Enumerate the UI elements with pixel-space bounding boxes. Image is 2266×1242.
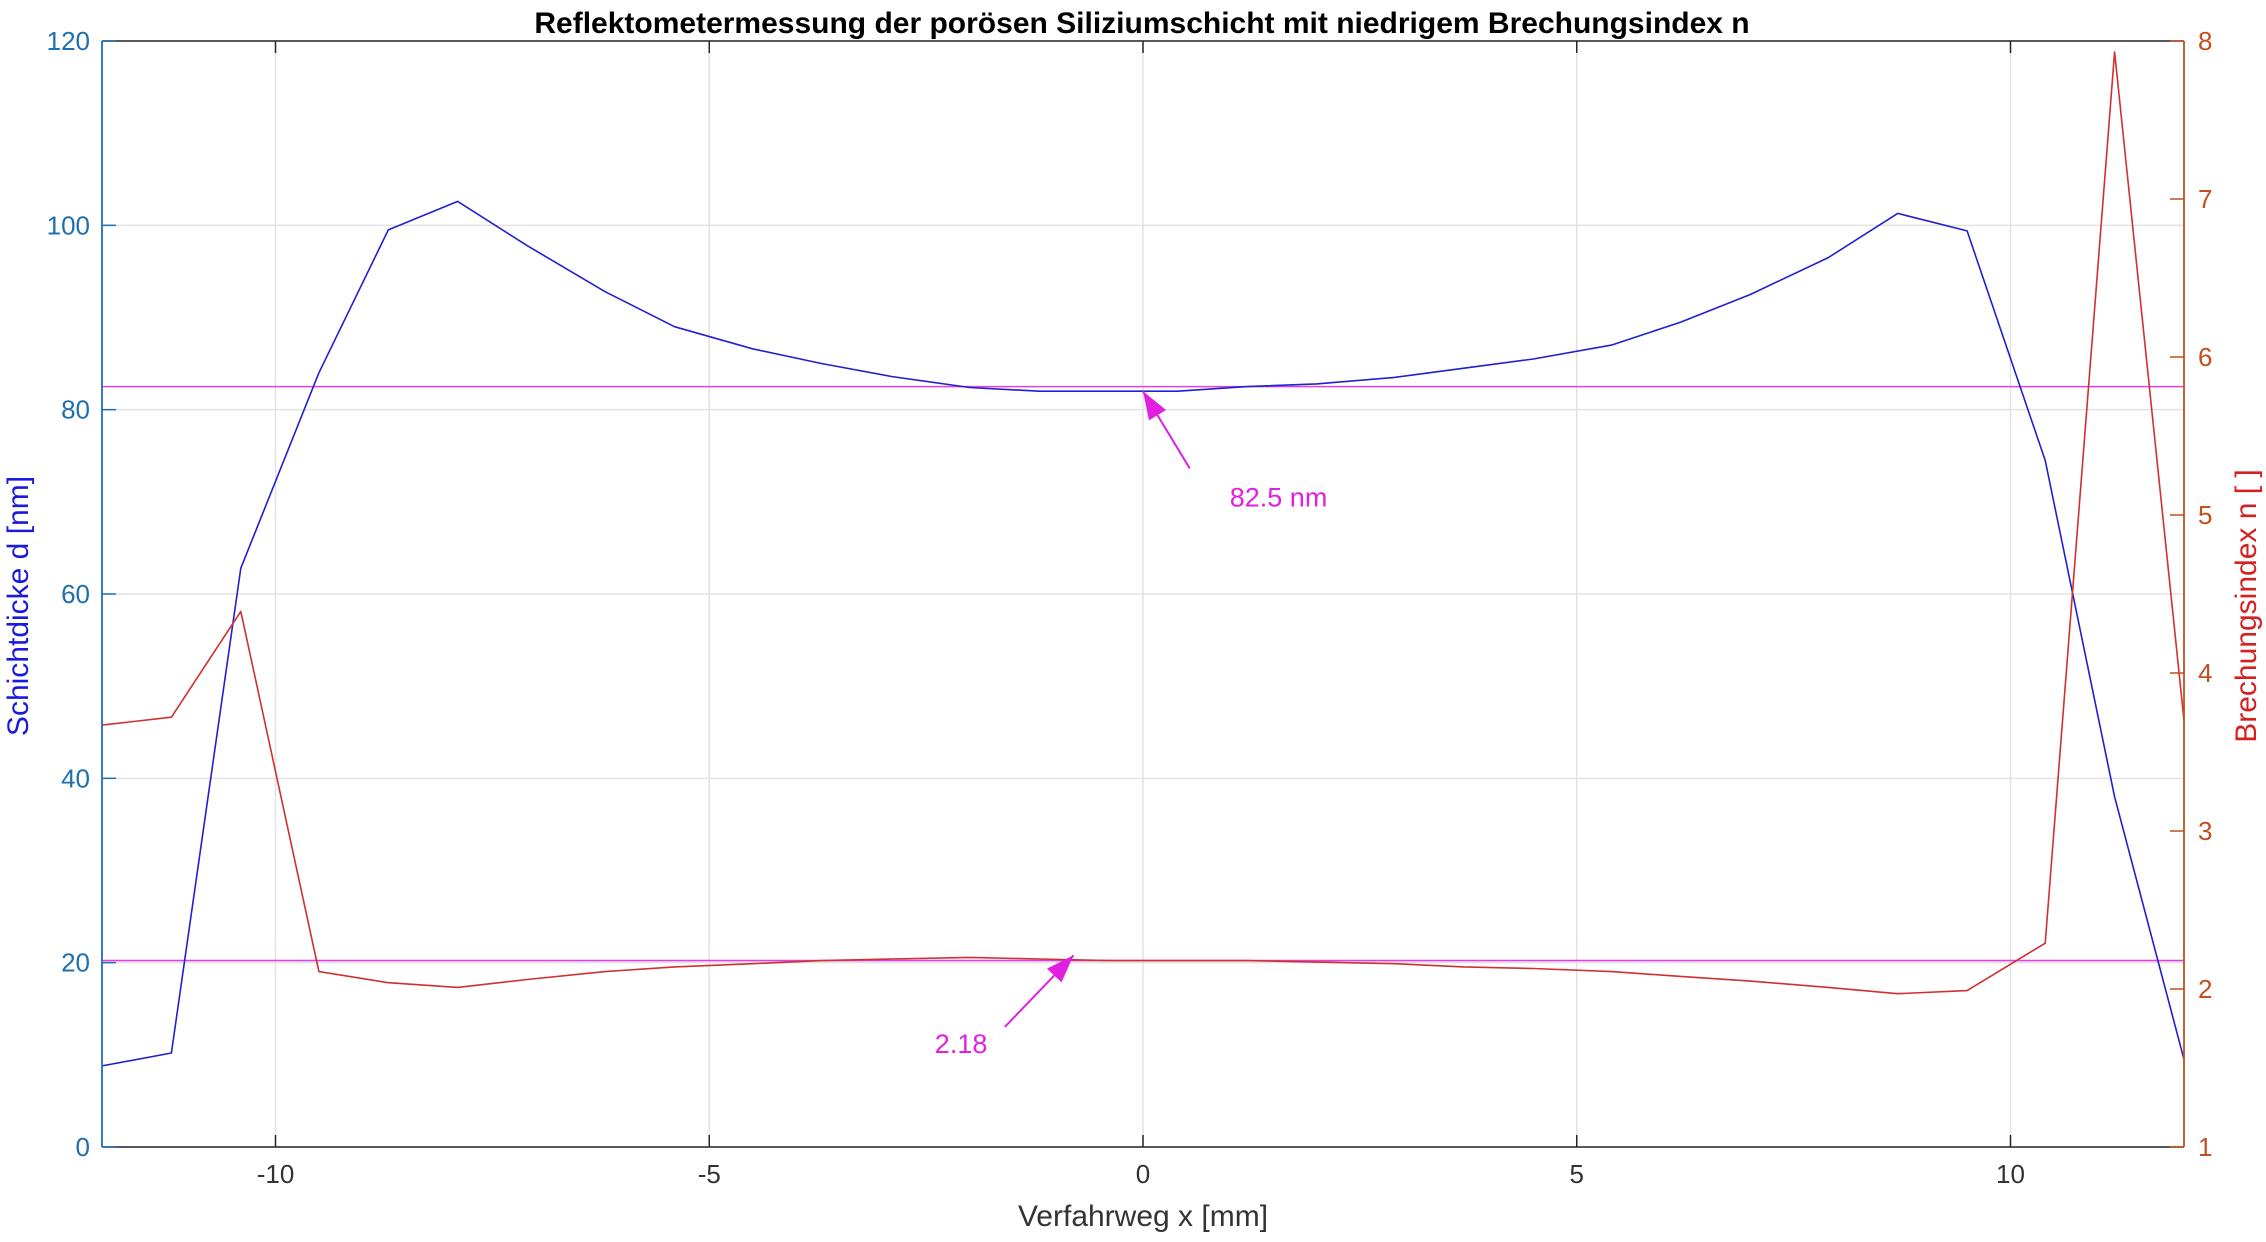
series-line-refractive-index (101, 51, 2185, 995)
axes (101, 40, 2185, 1148)
annotations: 82.5 nm 2.18 (935, 390, 1328, 1059)
y-right-tick-label: 5 (2198, 500, 2212, 530)
annotation-label-1: 2.18 (935, 1029, 988, 1059)
x-tick-label: -10 (257, 1159, 295, 1189)
y-right-tick-label: 2 (2198, 974, 2212, 1004)
annotation-arrow-head-0 (1143, 391, 1167, 421)
x-axis-label: Verfahrweg x [mm] (1018, 1200, 1268, 1233)
annotation-arrow-head-1 (1046, 955, 1074, 983)
y-right-tick-label: 3 (2198, 816, 2212, 846)
x-tick-label: 10 (1996, 1159, 2025, 1189)
x-tick-label: 5 (1570, 1159, 1584, 1189)
y-left-tick-label: 20 (61, 948, 90, 978)
y-left-tick-label: 100 (47, 210, 90, 240)
y-left-tick-label: 60 (61, 579, 90, 609)
y-right-tick-label: 1 (2198, 1132, 2212, 1162)
y-right-tick-label: 6 (2198, 342, 2212, 372)
y-left-tick-label: 40 (61, 763, 90, 793)
y-left-tick-label: 120 (47, 26, 90, 56)
chart-title: Reflektometermessung der porösen Siliziu… (534, 7, 1749, 40)
x-tick-label: -5 (698, 1159, 721, 1189)
x-tick-label: 0 (1136, 1159, 1150, 1189)
y-right-tick-label: 8 (2198, 26, 2212, 56)
y-left-tick-label: 80 (61, 395, 90, 425)
annotation-label-0: 82.5 nm (1230, 482, 1328, 512)
y-right-tick-label: 4 (2198, 658, 2212, 688)
series-line-thickness (101, 200, 2185, 1067)
series-lines (101, 51, 2185, 1067)
y-right-tick-label: 7 (2198, 184, 2212, 214)
y-axis-label-left: Schichtdicke d [nm] (2, 476, 35, 736)
y-axis-label-right: Brechungsindex n [ ] (2230, 469, 2263, 743)
y-left-tick-label: 0 (76, 1132, 90, 1162)
